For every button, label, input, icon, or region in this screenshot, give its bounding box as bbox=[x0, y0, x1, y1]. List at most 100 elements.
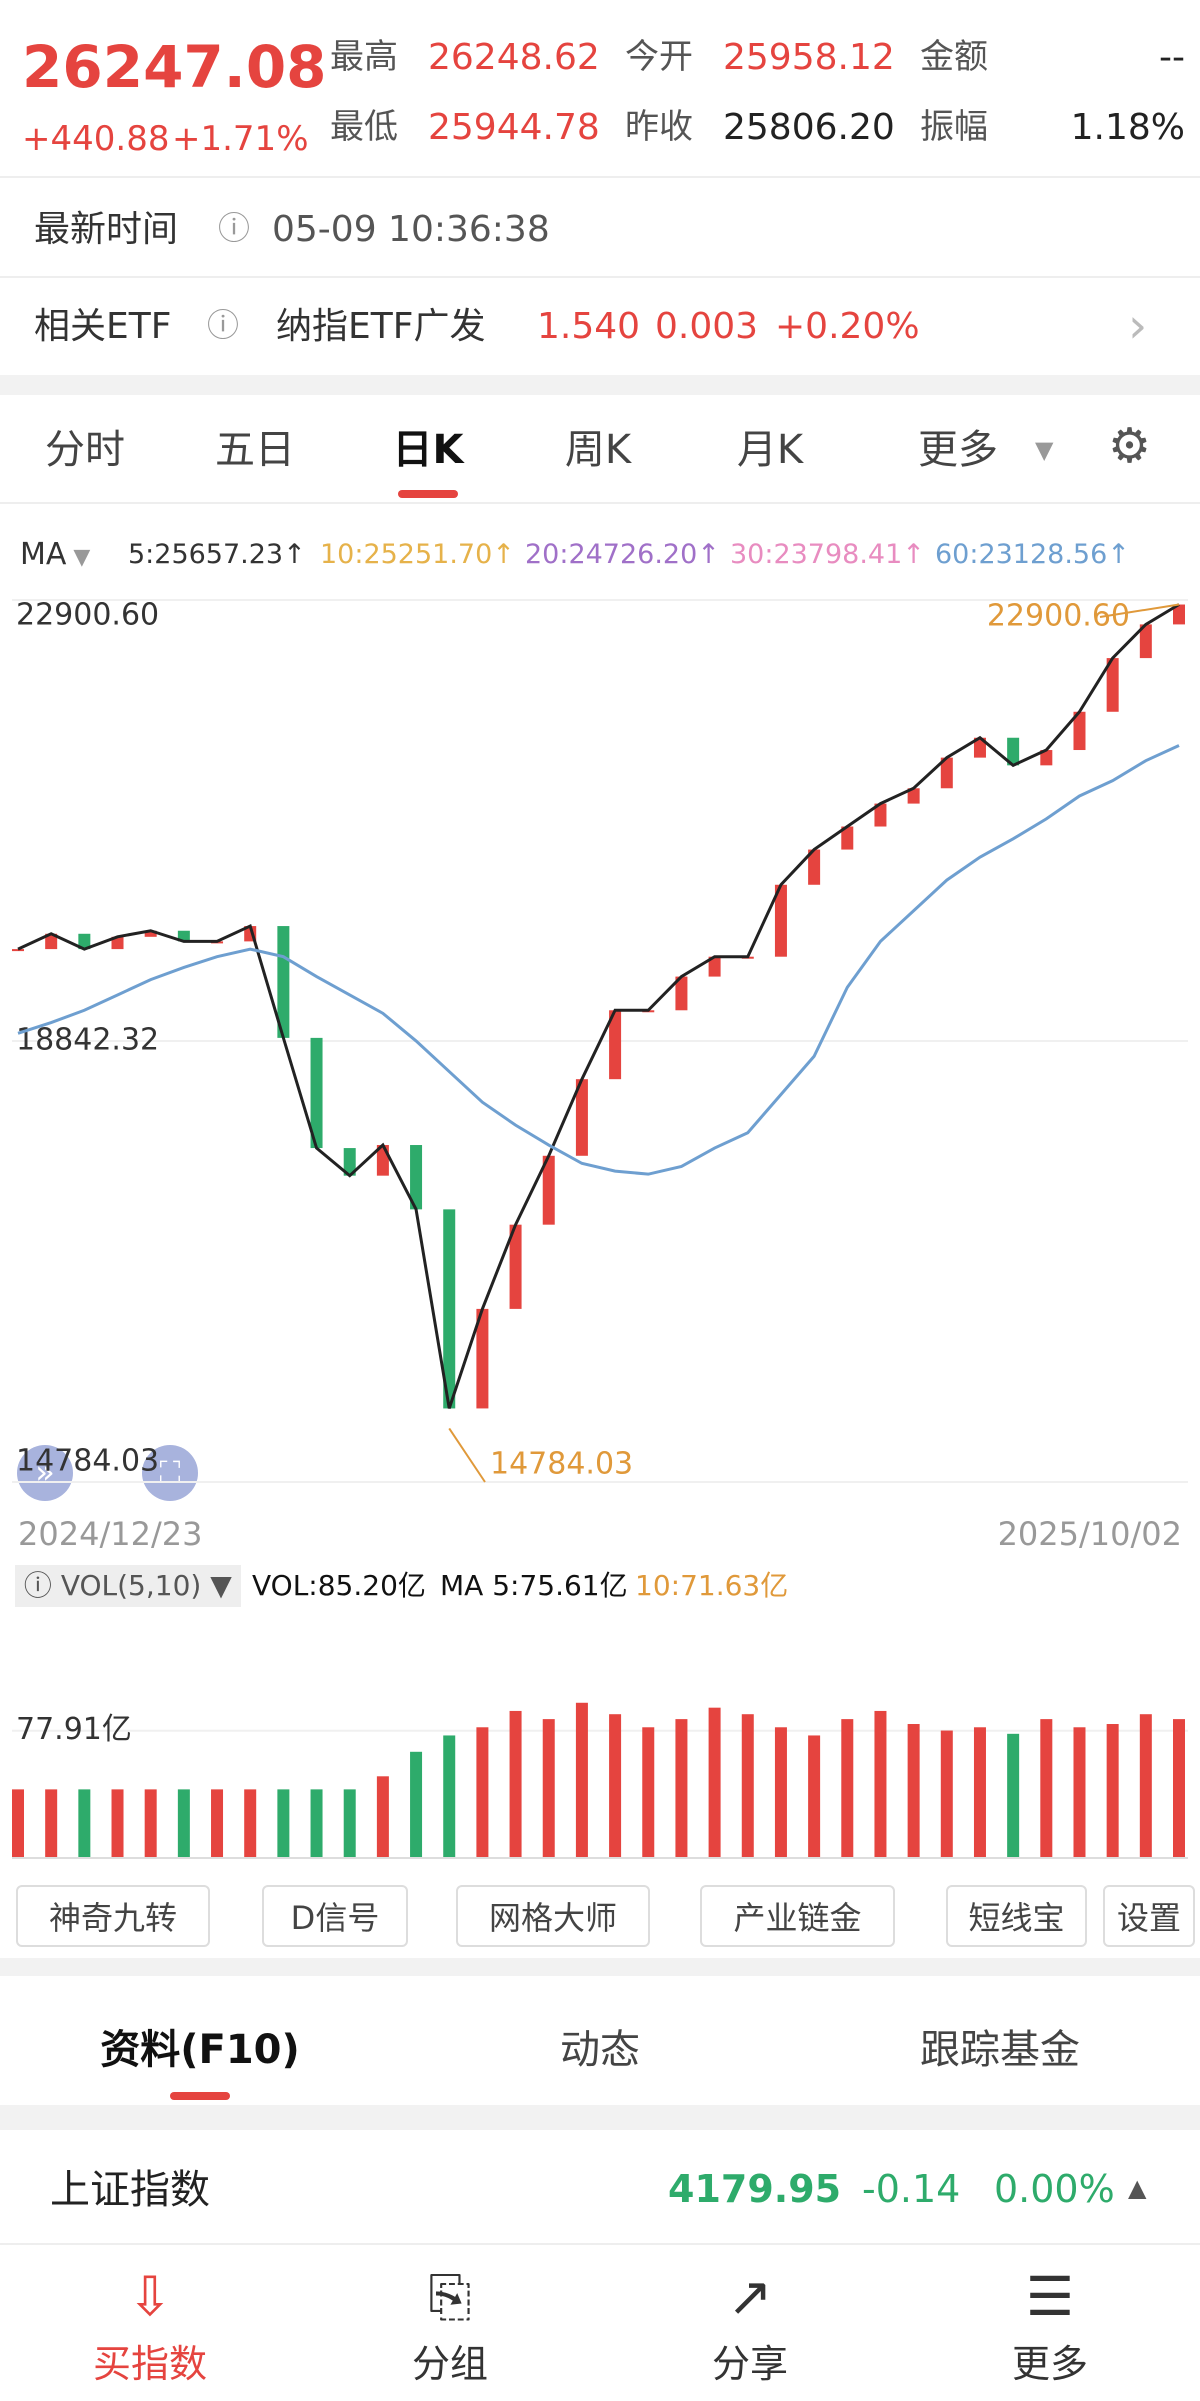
tab-underline bbox=[398, 490, 458, 498]
stat-value: -- bbox=[1159, 37, 1185, 78]
gap bbox=[0, 1958, 1200, 1976]
stat-label: 振幅 bbox=[920, 107, 988, 147]
candle bbox=[144, 930, 157, 937]
volume-bar bbox=[708, 1707, 721, 1858]
volume-bar bbox=[874, 1710, 887, 1858]
vol-selector[interactable]: ⓘ VOL(5,10) ▼ bbox=[15, 1565, 241, 1607]
candle bbox=[675, 976, 688, 1011]
volume-bar bbox=[211, 1789, 224, 1858]
chevron[interactable]: › bbox=[1128, 298, 1148, 354]
info-tab[interactable]: 资料(F10) bbox=[100, 2027, 300, 2073]
candle bbox=[1106, 658, 1119, 712]
y-tick-label: 18842.32 bbox=[16, 1022, 159, 1057]
nav-label[interactable]: 买指数 bbox=[92, 2342, 207, 2386]
volume-bar bbox=[841, 1719, 854, 1858]
volume-bar bbox=[111, 1789, 124, 1858]
tab[interactable]: 分时 bbox=[45, 427, 125, 473]
candle bbox=[1173, 604, 1185, 625]
ma-label[interactable]: MA ▼ bbox=[20, 537, 91, 572]
tab[interactable]: 周K bbox=[564, 427, 632, 473]
price: 26247.08 bbox=[22, 33, 327, 101]
stat-value: 1.18% bbox=[1070, 107, 1185, 148]
nav-label[interactable]: 更多 bbox=[1011, 2342, 1088, 2386]
settings-icon[interactable]: ⚙ bbox=[1108, 418, 1152, 474]
etf-percent: +0.20% bbox=[775, 306, 920, 347]
etf-name[interactable]: 纳指ETF广发 bbox=[276, 306, 486, 347]
info-tab[interactable]: 跟踪基金 bbox=[920, 2027, 1080, 2073]
tool-button[interactable]: 短线宝 bbox=[946, 1885, 1087, 1947]
volume-bar bbox=[1106, 1724, 1119, 1858]
y-tick-label: 14784.03 bbox=[16, 1444, 159, 1479]
index-change: -0.14 bbox=[862, 2167, 961, 2211]
tab[interactable]: 更多 bbox=[918, 427, 998, 473]
expand[interactable]: ▲ bbox=[1128, 2174, 1147, 2202]
candle bbox=[973, 737, 986, 758]
volume-bar bbox=[277, 1789, 290, 1858]
candle bbox=[78, 933, 91, 950]
candle bbox=[443, 1209, 456, 1409]
stat-value: 25958.12 bbox=[723, 37, 895, 78]
tool-button[interactable]: 设置 bbox=[1103, 1885, 1195, 1947]
candle bbox=[45, 933, 58, 950]
tool-button[interactable]: 产业链金 bbox=[700, 1885, 895, 1947]
candle bbox=[542, 1155, 555, 1225]
tool-button[interactable]: 网格大师 bbox=[456, 1885, 650, 1947]
low-pointer bbox=[448, 1427, 486, 1483]
nav-icon[interactable]: ⎘ bbox=[428, 2265, 472, 2328]
etf-label: 相关ETF bbox=[34, 306, 172, 347]
fullscreen-button[interactable] bbox=[142, 1445, 198, 1501]
nav-label[interactable]: 分组 bbox=[411, 2342, 488, 2386]
change: +440.88 bbox=[22, 119, 170, 159]
gap bbox=[0, 2105, 1200, 2130]
stat-value: 25944.78 bbox=[428, 107, 600, 148]
volume-bar bbox=[741, 1714, 754, 1858]
close-line bbox=[17, 603, 1180, 1409]
time-label: 最新时间 bbox=[34, 209, 179, 250]
volume-bar bbox=[144, 1789, 157, 1858]
expand-button[interactable] bbox=[17, 1445, 73, 1501]
volume-bar bbox=[45, 1789, 58, 1858]
low-label: 14784.03 bbox=[490, 1447, 633, 1482]
info-icon[interactable]: ⓘ bbox=[218, 209, 251, 247]
stat-label: 最低 bbox=[330, 107, 398, 147]
volume-bar bbox=[973, 1727, 986, 1858]
divider bbox=[0, 276, 1200, 278]
tab[interactable]: 月K bbox=[736, 427, 804, 473]
tab[interactable]: 日K bbox=[392, 427, 464, 473]
candle bbox=[111, 936, 124, 950]
high-label: 22900.60 bbox=[987, 599, 1130, 634]
stat-label: 最高 bbox=[330, 37, 398, 77]
volume-bar bbox=[940, 1730, 953, 1858]
nav-icon[interactable]: ↗ bbox=[727, 2265, 773, 2328]
high-pointer bbox=[1099, 603, 1180, 618]
stat-value: 25806.20 bbox=[723, 107, 895, 148]
etf-price: 1.540 bbox=[537, 306, 641, 347]
candle bbox=[575, 1079, 588, 1156]
y-tick-label: 22900.60 bbox=[16, 598, 159, 633]
volume-bar bbox=[376, 1776, 389, 1858]
volume-bar bbox=[1073, 1727, 1086, 1858]
info-icon[interactable]: ⓘ bbox=[207, 306, 240, 344]
tool-button[interactable]: D信号 bbox=[262, 1885, 408, 1947]
candle bbox=[310, 1037, 323, 1149]
volume-bar bbox=[1007, 1733, 1020, 1858]
vol-name: VOL(5,10) bbox=[60, 1569, 202, 1602]
volume-bar bbox=[476, 1727, 489, 1858]
stat-label: 今开 bbox=[625, 37, 693, 77]
info-tab[interactable]: 动态 bbox=[560, 2027, 640, 2073]
nav-icon[interactable]: ☰ bbox=[1025, 2265, 1075, 2328]
tab[interactable]: 五日 bbox=[215, 427, 295, 473]
nav-icon[interactable]: ⇩ bbox=[127, 2265, 173, 2328]
ma-item: 30:23798.41↑ bbox=[730, 539, 925, 570]
volume-bar bbox=[542, 1719, 555, 1858]
nav-label[interactable]: 分享 bbox=[711, 2342, 788, 2386]
divider bbox=[0, 2243, 1200, 2245]
volume-bar bbox=[1040, 1719, 1053, 1858]
candle bbox=[907, 788, 920, 804]
tool-button[interactable]: 神奇九转 bbox=[16, 1885, 210, 1947]
volume-bar bbox=[310, 1789, 323, 1858]
divider bbox=[0, 176, 1200, 178]
index-price: 4179.95 bbox=[668, 2167, 842, 2211]
